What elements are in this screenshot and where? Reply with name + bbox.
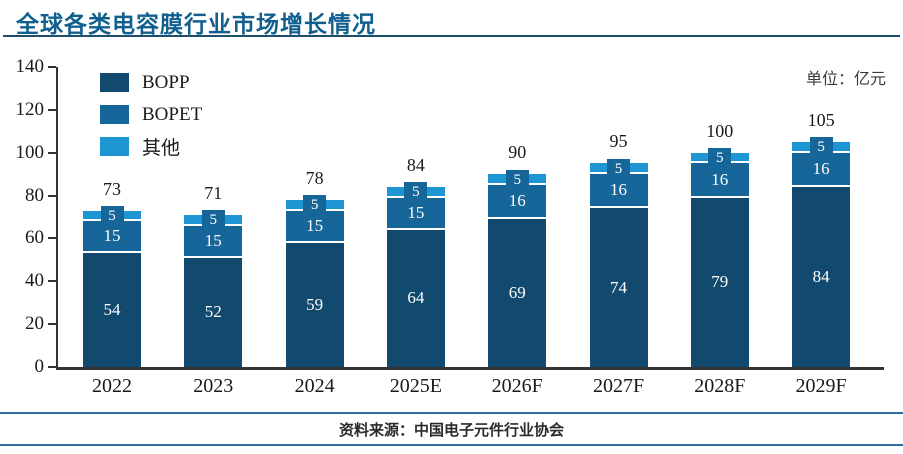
- other-value-badge: 5: [505, 169, 529, 190]
- y-axis-tick-label: 120: [15, 98, 45, 120]
- page-title: 全球各类电容膜行业市场增长情况: [16, 11, 376, 37]
- y-axis-tick: [48, 108, 56, 111]
- bar-segment-bopet: 15: [83, 221, 141, 254]
- legend-item: BOPP: [100, 71, 202, 93]
- bar-segment-bopp: 79: [690, 197, 749, 367]
- x-axis-label: 2026F: [491, 375, 543, 397]
- legend-swatch: [100, 137, 129, 156]
- x-axis-line: [56, 367, 884, 370]
- other-value-badge: 5: [404, 182, 428, 203]
- bar-segment-bopet: 15: [386, 197, 445, 230]
- bar-segment-bopet: 15: [184, 225, 243, 258]
- bar-segment-bopet: 16: [589, 174, 648, 209]
- bar-segment-bopet: 16: [488, 184, 547, 220]
- bar-segment-bopp: 59: [285, 242, 344, 367]
- other-value-badge: 5: [100, 206, 124, 226]
- bar-total-label: 71: [204, 182, 223, 203]
- y-axis-tick-label: 140: [15, 56, 45, 77]
- legend-item: 其他: [100, 137, 202, 159]
- x-axis-label: 2028F: [694, 375, 746, 397]
- bar-total-label: 105: [807, 110, 835, 130]
- y-axis-tick-label: 80: [25, 184, 44, 206]
- bar-total-label: 95: [609, 131, 628, 152]
- y-axis-tick-label: 40: [25, 270, 44, 292]
- footer-divider-top: [0, 412, 903, 414]
- legend-swatch: [100, 73, 129, 92]
- other-value-badge: 5: [607, 158, 630, 179]
- bar: 15 59 5 78: [285, 169, 344, 367]
- y-axis-tick-label: 60: [25, 227, 44, 249]
- bar-segment-bopet: 16: [690, 163, 749, 198]
- bar: 16 79 5 100: [690, 122, 749, 367]
- y-axis-line: [56, 67, 58, 367]
- bar: 16 84 5 105: [792, 111, 851, 367]
- chart-legend: BOPP BOPET 其他: [100, 71, 203, 169]
- unit-label: 单位：亿元: [805, 71, 886, 88]
- bar-segment-bopp: 74: [589, 208, 648, 367]
- y-axis-tick-label: 0: [34, 356, 45, 377]
- other-value-badge: 5: [809, 137, 833, 158]
- bar: 15 64 5 84: [386, 156, 445, 367]
- other-value-badge: 5: [708, 148, 732, 169]
- bar-total-label: 84: [406, 155, 425, 175]
- y-axis-tick: [48, 66, 56, 68]
- bar-segment-bopp: 64: [386, 229, 445, 367]
- legend-item: BOPET: [100, 103, 203, 125]
- y-axis-tick: [48, 323, 56, 326]
- x-axis-label: 2029F: [795, 375, 847, 397]
- y-axis-tick: [48, 151, 56, 154]
- source-label: 资料来源：中国电子元件行业协会: [338, 422, 564, 439]
- bar-total-label: 90: [508, 142, 527, 163]
- x-axis-label: 2024: [294, 375, 335, 397]
- legend-swatch: [100, 105, 129, 124]
- y-axis-tick-label: 20: [25, 313, 44, 335]
- x-axis-label: 2025E: [389, 375, 442, 397]
- bar-segment-bopet: 16: [792, 152, 851, 187]
- other-value-badge: 5: [201, 210, 225, 231]
- other-value-badge: 5: [303, 195, 327, 216]
- y-axis-tick: [48, 280, 56, 283]
- footer-divider-bottom: [0, 444, 903, 446]
- y-axis-tick: [48, 194, 56, 197]
- x-axis-label: 2023: [193, 375, 234, 397]
- legend-label: BOPET: [142, 103, 203, 125]
- y-axis-tick: [48, 237, 56, 240]
- y-axis-tick-label: 100: [15, 141, 45, 163]
- bar-segment-bopp: 52: [184, 257, 243, 367]
- bar-segment-bopp: 69: [488, 219, 547, 367]
- bar-total-label: 100: [706, 120, 734, 141]
- y-axis-tick: [48, 366, 56, 368]
- bar-total-label: 78: [305, 167, 324, 188]
- bar: 16 74 5 95: [589, 132, 648, 367]
- bar: 16 69 5 90: [488, 143, 547, 367]
- bar: 15 52 5 71: [184, 184, 243, 367]
- bar: 15 54 5 73: [83, 180, 141, 367]
- bar-total-label: 73: [103, 178, 121, 199]
- x-axis-label: 2022: [92, 375, 132, 397]
- bar-segment-bopp: 54: [83, 253, 141, 367]
- bar-segment-bopet: 15: [285, 210, 344, 243]
- legend-label: 其他: [142, 138, 181, 159]
- x-axis-label: 2027F: [592, 375, 645, 397]
- bar-segment-bopp: 84: [792, 186, 851, 367]
- legend-label: BOPP: [142, 71, 190, 93]
- title-divider: [3, 35, 900, 37]
